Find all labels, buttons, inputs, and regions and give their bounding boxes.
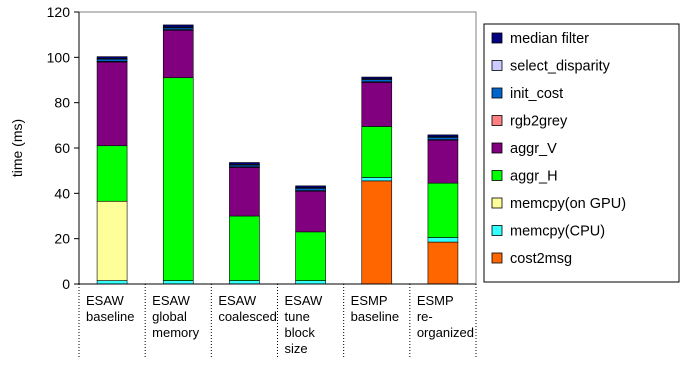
bar-segment — [427, 139, 459, 184]
bar-segment — [361, 76, 393, 80]
legend-entry-label: aggr_H — [510, 169, 558, 185]
bar-segment — [361, 177, 393, 182]
bar-segment — [361, 126, 393, 178]
category-label: coalesced — [218, 309, 277, 324]
category-label: block — [285, 325, 316, 340]
plot-area — [78, 11, 477, 285]
category-label: re- — [417, 309, 433, 324]
bar-segment — [427, 182, 459, 238]
category-label: ESMP — [351, 293, 388, 308]
legend-entry-label: memcpy(on GPU) — [510, 196, 626, 212]
category-label: ESAW — [152, 293, 191, 308]
y-tick-label: 0 — [62, 276, 70, 292]
bar-segment — [229, 215, 260, 281]
category-label: memory — [152, 325, 199, 340]
category-label: organized — [417, 325, 474, 340]
y-tick-label: 80 — [54, 95, 70, 111]
category-label: ESAW — [86, 293, 125, 308]
bar-segment — [361, 79, 393, 83]
legend-entry-label: init_cost — [510, 86, 563, 102]
bar-segment — [361, 180, 393, 285]
bar-segment — [96, 61, 128, 147]
bar-segment — [427, 241, 459, 285]
legend-swatch — [491, 60, 503, 71]
bar-segment — [96, 58, 128, 62]
y-tick-label: 40 — [54, 185, 70, 201]
bar-segment — [295, 185, 326, 188]
legend-swatch — [491, 170, 503, 181]
legend-swatch — [491, 197, 503, 209]
category-label: global — [152, 309, 187, 324]
category-label: tune — [285, 309, 310, 324]
category-label: ESAW — [285, 293, 324, 308]
bar-segment — [295, 190, 326, 233]
bar-segment — [162, 77, 194, 281]
bar-segment — [96, 145, 128, 202]
legend-entry-label: memcpy(CPU) — [510, 224, 605, 240]
bar-segment — [162, 280, 194, 285]
y-tick-label: 100 — [47, 49, 71, 65]
bar-segment — [162, 24, 194, 28]
bar-segment — [295, 188, 326, 191]
legend-entry-label: rgb2grey — [510, 114, 568, 130]
bar-segment — [229, 162, 260, 165]
bar-segment — [295, 231, 326, 281]
bar-segment — [295, 280, 326, 285]
legend-entry-label: select_disparity — [510, 59, 611, 75]
y-axis-title: time (ms) — [9, 119, 25, 177]
category-label: baseline — [86, 309, 134, 324]
bar-segment — [229, 166, 260, 217]
bar-segment — [96, 200, 128, 281]
legend-swatch — [491, 225, 503, 236]
legend-box — [483, 23, 680, 283]
legend-swatch — [491, 142, 503, 154]
category-label: ESMP — [417, 293, 454, 308]
y-tick-label: 120 — [47, 4, 71, 20]
legend-entry-label: cost2msg — [510, 251, 572, 267]
legend-swatch — [491, 32, 503, 44]
legend-entry-label: aggr_V — [510, 141, 557, 157]
category-label: size — [285, 341, 308, 356]
y-tick-label: 60 — [54, 140, 70, 156]
bar-segment — [96, 56, 128, 59]
bar-segment — [427, 237, 459, 243]
bar-segment — [427, 137, 459, 140]
legend-swatch — [491, 115, 503, 126]
category-label: ESAW — [218, 293, 257, 308]
y-tick-label: 20 — [54, 231, 70, 247]
bar-segment — [162, 29, 194, 79]
bar-segment — [427, 134, 459, 137]
bar-segment — [361, 81, 393, 127]
legend-entry-label: median filter — [510, 31, 589, 47]
category-label: baseline — [351, 309, 399, 324]
legend-swatch — [491, 87, 503, 99]
legend-swatch — [491, 252, 503, 264]
bar-segment — [96, 280, 128, 285]
bar-segment — [229, 280, 260, 285]
